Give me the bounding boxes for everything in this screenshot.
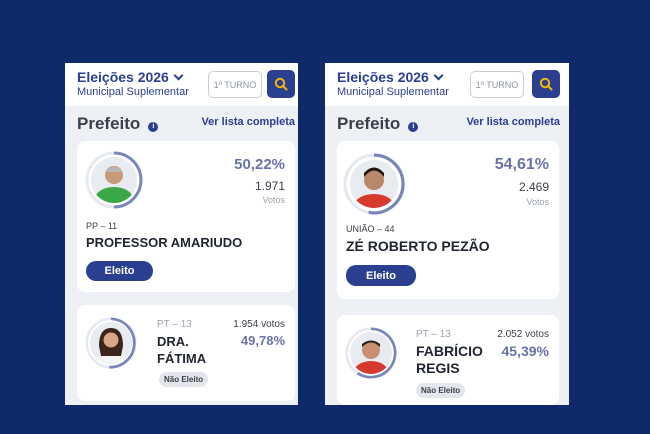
candidate-card[interactable]: PT – 13 FABRÍCIO REGIS 2.052 votos 45,39… <box>337 315 559 405</box>
search-icon <box>539 77 553 91</box>
candidate-photo <box>350 332 392 374</box>
winner-card[interactable]: 54,61% 2.469 Votos UNIÃO – 44 ZÉ ROBERTO… <box>337 141 559 299</box>
header: Eleições 2026 Municipal Suplementar 1º T… <box>65 63 298 106</box>
chevron-down-icon <box>173 70 184 81</box>
chevron-down-icon <box>433 70 444 81</box>
election-panel-right: Eleições 2026 Municipal Suplementar 1º T… <box>325 63 569 405</box>
avatar <box>85 317 137 369</box>
candidate-name: ZÉ ROBERTO PEZÃO <box>346 238 490 254</box>
election-panel-left: Eleições 2026 Municipal Suplementar 1º T… <box>65 63 298 405</box>
vote-percentage: 54,61% <box>494 156 549 173</box>
votes-label: Votos <box>262 195 285 205</box>
vote-count: 2.469 <box>518 180 549 194</box>
candidate-photo <box>90 322 132 364</box>
candidate-name: DRA. FÁTIMA <box>157 334 207 366</box>
search-button[interactable] <box>532 70 560 98</box>
vote-count: 1.954 votos <box>233 319 285 330</box>
party-number: UNIÃO – 44 <box>346 224 395 234</box>
turno-select[interactable]: 1º TURNO <box>470 71 524 98</box>
party-number: PP – 11 <box>86 221 118 231</box>
search-button[interactable] <box>267 70 295 98</box>
search-icon <box>274 77 288 91</box>
vote-percentage: 45,39% <box>501 343 549 359</box>
election-subtitle: Municipal Suplementar <box>77 86 189 98</box>
avatar <box>85 151 143 209</box>
candidate-name: FABRÍCIO REGIS <box>416 343 483 376</box>
vote-count: 2.052 votos <box>497 329 549 340</box>
info-icon[interactable]: i <box>148 122 159 132</box>
vote-percentage: 49,78% <box>240 333 285 348</box>
vote-count: 1.971 <box>254 179 285 193</box>
info-icon[interactable]: i <box>408 122 419 132</box>
election-selector[interactable]: Eleições 2026 <box>77 69 184 85</box>
votes-label: Votos <box>526 197 549 207</box>
status-badge: Eleito <box>86 261 153 281</box>
see-full-list-link[interactable]: Ver lista completa <box>201 116 295 128</box>
candidate-name: PROFESSOR AMARIUDO <box>86 235 243 250</box>
candidate-card[interactable]: PT – 13 DRA. FÁTIMA 1.954 votos 49,78% N… <box>77 305 295 401</box>
status-badge: Eleito <box>346 265 416 286</box>
vote-percentage: 50,22% <box>234 156 285 173</box>
section-title: Prefeito i <box>337 114 419 134</box>
status-badge: Não Eleito <box>159 372 209 387</box>
party-number: PT – 13 <box>157 319 192 330</box>
election-subtitle: Municipal Suplementar <box>337 86 449 98</box>
turno-select[interactable]: 1º TURNO <box>208 71 262 98</box>
section-title: Prefeito i <box>77 114 159 134</box>
status-badge: Não Eleito <box>416 383 466 398</box>
avatar <box>345 327 397 379</box>
winner-card[interactable]: 50,22% 1.971 Votos PP – 11 PROFESSOR AMA… <box>77 141 295 292</box>
party-number: PT – 13 <box>416 329 451 340</box>
avatar <box>343 153 405 215</box>
candidate-photo <box>350 160 398 208</box>
candidate-photo <box>91 157 137 203</box>
election-selector[interactable]: Eleições 2026 <box>337 69 444 85</box>
see-full-list-link[interactable]: Ver lista completa <box>466 116 560 128</box>
header: Eleições 2026 Municipal Suplementar 1º T… <box>325 63 569 106</box>
